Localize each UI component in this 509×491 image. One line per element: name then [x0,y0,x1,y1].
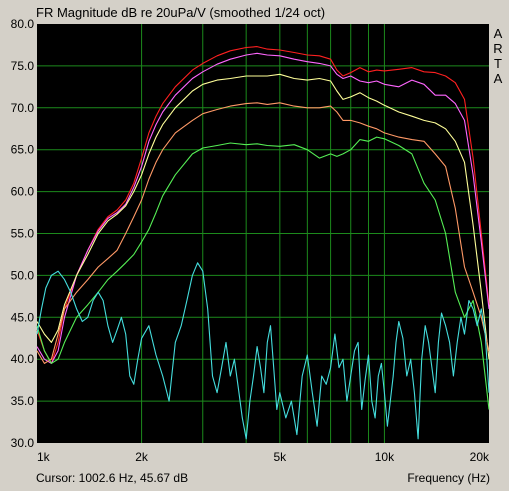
cursor-readout: Cursor: 1002.6 Hz, 45.67 dB [36,471,188,485]
y-axis-tick-labels: 30.0 35.0 40.0 45.0 50.0 55.0 60.0 65.0 70.0 75.0… [11,17,35,450]
x-tick-label-4: 20k [470,450,490,464]
series-group [36,46,490,440]
series-line-3 [36,73,490,360]
y-tick-label-9: 75.0 [11,59,35,73]
y-tick-label-1: 35.0 [11,394,35,408]
y-tick-label-0: 30.0 [11,436,35,450]
x-tick-label-3: 10k [375,450,395,464]
x-axis-tick-labels: 1k 2k 5k 10k 20k [37,450,490,464]
y-tick-label-7: 65.0 [11,143,35,157]
series-line-1 [36,46,490,364]
x-tick-label-2: 5k [273,450,287,464]
brand-letter-3: A [494,71,503,86]
y-tick-label-8: 70.0 [11,101,35,115]
x-axis-label: Frequency (Hz) [407,471,490,485]
brand-letter-1: R [493,41,502,56]
x-tick-label-1: 2k [135,450,149,464]
y-tick-label-6: 60.0 [11,185,35,199]
brand-letter-0: A [494,26,503,41]
y-tick-label-5: 55.0 [11,227,35,241]
series-line-5 [36,136,490,410]
chart-title: FR Magnitude dB re 20uPa/V (smoothed 1/2… [36,5,325,20]
y-tick-label-3: 45.0 [11,310,35,324]
series-line-2 [36,52,490,364]
grid [37,24,489,443]
brand-letter-2: T [494,56,502,71]
series-line-4 [36,102,490,364]
y-tick-label-10: 80.0 [11,17,35,31]
series-line-6 [36,262,490,440]
x-tick-label-0: 1k [37,450,51,464]
y-tick-label-4: 50.0 [11,268,35,282]
y-tick-label-2: 40.0 [11,352,35,366]
